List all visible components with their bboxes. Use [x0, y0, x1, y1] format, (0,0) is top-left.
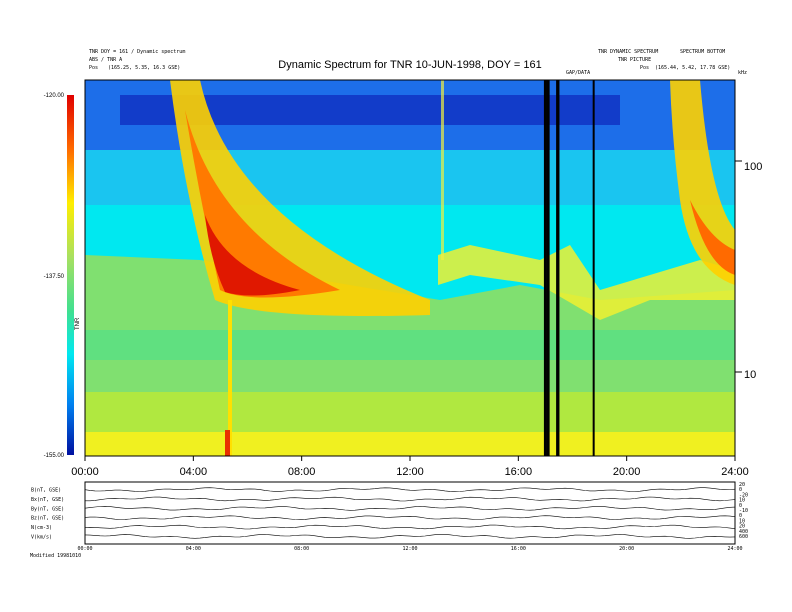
spectrogram — [85, 80, 735, 456]
panel-tick-label: 400 — [739, 529, 748, 535]
panel-trace — [84, 524, 736, 530]
panel-trace — [84, 534, 736, 539]
colorbar-label: TNR — [75, 317, 81, 330]
data-gap-line — [556, 80, 559, 456]
panel-time-label: 20:00 — [619, 546, 634, 552]
x-tick-label: 16:00 — [505, 466, 533, 478]
panel-tick-label: 20 — [739, 482, 745, 488]
data-gap-line — [546, 80, 550, 456]
header-right-line3: TNR PICTURE — [618, 57, 651, 63]
x-tick-label: 20:00 — [613, 466, 641, 478]
panel-tick-label: 0 — [739, 503, 742, 509]
colorbar-tick-mid: -137.50 — [44, 274, 65, 280]
panel-tick-label: 600 — [739, 534, 748, 540]
x-tick-label: 08:00 — [288, 466, 316, 478]
burst-core — [205, 215, 300, 296]
panel-time-label: 08:00 — [294, 546, 309, 552]
panel-label: Bx(nT, GSE) — [31, 497, 64, 503]
bottom-panel-frame — [84, 481, 736, 545]
panel-label: By(nT, GSE) — [31, 506, 64, 512]
x-tick-label: 00:00 — [71, 466, 99, 478]
panel-tick-label: -20 — [739, 492, 748, 498]
streak-0530 — [228, 300, 232, 456]
x-tick-label: 24:00 — [721, 466, 749, 478]
low-band-1 — [85, 330, 735, 360]
header-left-line2: ABS / TNR A — [89, 57, 122, 63]
header-left-line1: TNR DOY = 161 / Dynamic spectrum — [89, 49, 185, 55]
colorbar-tick-max: -120.00 — [44, 93, 65, 99]
panel-tick-label: 20 — [739, 524, 745, 530]
y-tick-10: 10 — [744, 369, 756, 381]
header-right-line1: TNR DYNAMIC SPECTRUM — [598, 49, 658, 55]
panel-time-axis: 00:00 04:00 08:00 12:00 16:00 20:00 24:00 — [77, 546, 742, 552]
panel-trace — [84, 515, 736, 521]
panel-time-label: 24:00 — [727, 546, 742, 552]
panel-trace — [85, 496, 736, 502]
panel-traces — [84, 487, 736, 539]
plasma-line-band — [438, 245, 735, 320]
khz-unit-label: kHz — [738, 70, 747, 76]
panel-label: N(cm-3) — [31, 525, 52, 531]
panel-tick-label: 10 — [739, 498, 745, 504]
panel-time-label: 12:00 — [402, 546, 417, 552]
panel-time-label: 16:00 — [511, 546, 526, 552]
data-gaps — [543, 80, 595, 456]
colorbar — [67, 95, 74, 455]
x-axis: 00:00 04:00 08:00 12:00 16:00 20:00 24:00 — [71, 456, 749, 478]
colorbar-tick-min: -155.00 — [44, 453, 65, 459]
panel-label: V(km/s) — [31, 534, 52, 540]
header-left-pos-label: Pos — [89, 65, 98, 71]
header-right-line2: SPECTRUM BOTTOM — [680, 49, 725, 55]
y-tick-100: 100 — [744, 161, 762, 173]
late-burst-core — [690, 200, 735, 275]
data-gap-line — [592, 80, 595, 456]
panel-tick-label: 10 — [739, 518, 745, 524]
x-tick-label: 04:00 — [180, 466, 208, 478]
x-tick-label: 12:00 — [396, 466, 424, 478]
header-right-pos-value: (165.44, 5.42, 17.78 GSE) — [655, 65, 730, 71]
panel-label: B(nT, GSE) — [31, 488, 61, 494]
panel-tick-label: -10 — [739, 508, 748, 514]
low-band-3 — [85, 432, 735, 456]
panel-tick-label: 0 — [739, 513, 742, 519]
panel-labels: B(nT, GSE) Bx(nT, GSE) By(nT, GSE) Bz(nT, G… — [31, 488, 64, 541]
panel-label: Bz(nT, GSE) — [31, 516, 64, 522]
panel-trace — [84, 505, 736, 511]
header-right-pos-label: Pos — [640, 65, 649, 71]
late-burst-outer — [670, 80, 735, 285]
footer-note: Modified 19981010 — [30, 553, 81, 559]
data-gap-line — [557, 80, 560, 456]
chart-title: Dynamic Spectrum for TNR 10-JUN-1998, DO… — [278, 59, 541, 71]
header-left-pos-value: (165.25, 5.35, 16.3 GSE) — [108, 65, 180, 71]
panel-tick-label: 0 — [739, 487, 742, 493]
panel-trace — [84, 487, 736, 493]
data-gap-line — [543, 80, 547, 456]
panel-time-label: 04:00 — [186, 546, 201, 552]
bottom-panels: B(nT, GSE) Bx(nT, GSE) By(nT, GSE) Bz(nT, G… — [30, 481, 748, 559]
low-band-2 — [85, 392, 735, 432]
streak-1315 — [441, 80, 444, 260]
gap-tag: GAP/DATA — [566, 70, 590, 76]
panel-time-label: 00:00 — [77, 546, 92, 552]
streak-0530-low — [225, 430, 230, 456]
